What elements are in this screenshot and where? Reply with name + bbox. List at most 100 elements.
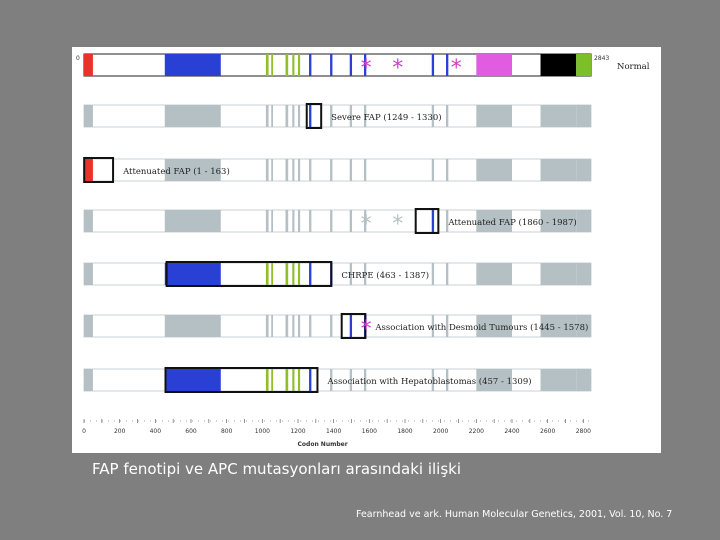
gene-domain xyxy=(297,263,301,285)
mutation-star: * xyxy=(392,212,403,237)
gene-domain xyxy=(363,210,367,232)
gene-domain xyxy=(330,54,333,76)
gene-domain xyxy=(265,315,269,337)
bar-label: Normal xyxy=(617,62,650,72)
x-axis-label: Codon Number xyxy=(298,441,348,448)
gene-domain xyxy=(285,54,289,76)
gene-domain xyxy=(431,315,435,337)
gene-domain xyxy=(285,210,289,232)
gene-domain xyxy=(431,105,435,127)
gene-domain xyxy=(271,369,274,391)
gene-domain xyxy=(271,159,274,181)
gene-domain xyxy=(540,54,577,76)
apc-mutation-figure: Normal Severe FAP (1249 - 1330) Attenuated… xyxy=(72,47,661,453)
x-tick-label: 2200 xyxy=(469,428,484,435)
x-tick-label: 800 xyxy=(221,428,233,435)
gene-domain xyxy=(476,105,512,127)
gene-domain xyxy=(431,369,435,391)
gene-domain xyxy=(164,315,221,337)
gene-domain xyxy=(349,159,353,181)
gene-domain xyxy=(363,263,367,285)
gene-domain xyxy=(446,263,449,285)
mutation-star: * xyxy=(451,56,462,81)
gene-domain xyxy=(576,159,591,181)
x-tick-label: 200 xyxy=(114,428,126,435)
slide-citation: Fearnhead ve ark. Human Molecular Geneti… xyxy=(356,509,673,520)
gene-domain xyxy=(330,369,333,391)
gene-domain xyxy=(292,105,295,127)
mutation-star: * xyxy=(361,317,372,342)
gene-domain xyxy=(576,54,591,76)
mutation-region-outline xyxy=(83,157,115,183)
gene-domain xyxy=(363,159,367,181)
gene-domain xyxy=(446,54,449,76)
gene-domain xyxy=(540,210,577,232)
gene-domain xyxy=(164,263,221,285)
mutation-region-outline xyxy=(414,208,440,234)
gene-domain xyxy=(84,369,93,391)
gene-domain xyxy=(265,54,269,76)
gene-domain xyxy=(285,159,289,181)
mutation-region-outline xyxy=(305,103,323,129)
gene-domain xyxy=(292,54,295,76)
gene-domain xyxy=(297,369,301,391)
gene-domain xyxy=(309,263,312,285)
gene-domain xyxy=(330,210,333,232)
gene-domain xyxy=(476,263,512,285)
gene-domain xyxy=(84,263,93,285)
gene-domain xyxy=(540,315,577,337)
gene-domain xyxy=(297,210,301,232)
gene-domain xyxy=(540,105,577,127)
gene-domain xyxy=(576,315,591,337)
mutation-region-outline xyxy=(164,367,319,393)
bar-label: Attenuated FAP (1 - 163) xyxy=(122,166,230,177)
gene-domain xyxy=(476,159,512,181)
gene-domain xyxy=(476,315,512,337)
gene-domain xyxy=(164,210,221,232)
mutation-region-outline xyxy=(165,261,333,287)
gene-domain xyxy=(164,159,221,181)
gene-domain xyxy=(292,315,295,337)
gene-domain xyxy=(431,263,435,285)
gene-domain xyxy=(285,369,289,391)
gene-domain xyxy=(84,210,93,232)
gene-domain xyxy=(309,369,312,391)
gene-domain xyxy=(84,105,93,127)
gene-domain xyxy=(297,159,301,181)
gene-domain xyxy=(265,263,269,285)
gene-domain xyxy=(576,210,591,232)
gene-domain xyxy=(84,315,93,337)
x-tick-label: 1400 xyxy=(326,428,341,435)
gene-domain xyxy=(431,210,435,232)
bar-label: Association with Desmoid Tumours (1445 -… xyxy=(374,322,588,333)
gene-domain xyxy=(349,210,353,232)
gene-domain xyxy=(446,105,449,127)
gene-domain xyxy=(576,105,591,127)
gene-domain xyxy=(292,369,295,391)
gene-domain xyxy=(271,263,274,285)
gene-domain xyxy=(285,263,289,285)
x-tick-label: 1800 xyxy=(397,428,412,435)
x-tick-label: 400 xyxy=(150,428,162,435)
gene-domain xyxy=(297,105,301,127)
gene-bar xyxy=(83,262,592,286)
x-tick-label: 600 xyxy=(185,428,197,435)
x-tick-label: 1000 xyxy=(255,428,270,435)
gene-domain xyxy=(476,54,512,76)
gene-domain xyxy=(297,315,301,337)
x-tick-label: 2800 xyxy=(576,428,591,435)
gene-domain xyxy=(292,210,295,232)
gene-domain xyxy=(292,263,295,285)
gene-domain xyxy=(265,105,269,127)
gene-domain xyxy=(363,105,367,127)
gene-domain xyxy=(271,210,274,232)
gene-domain xyxy=(309,159,312,181)
x-tick-label: 2000 xyxy=(433,428,448,435)
gene-domain xyxy=(446,159,449,181)
mutation-star: * xyxy=(361,56,372,81)
gene-domain xyxy=(431,54,435,76)
gene-domain xyxy=(540,263,577,285)
gene-domain xyxy=(265,159,269,181)
gene-domain xyxy=(285,315,289,337)
x-tick-label: 0 xyxy=(82,428,86,435)
